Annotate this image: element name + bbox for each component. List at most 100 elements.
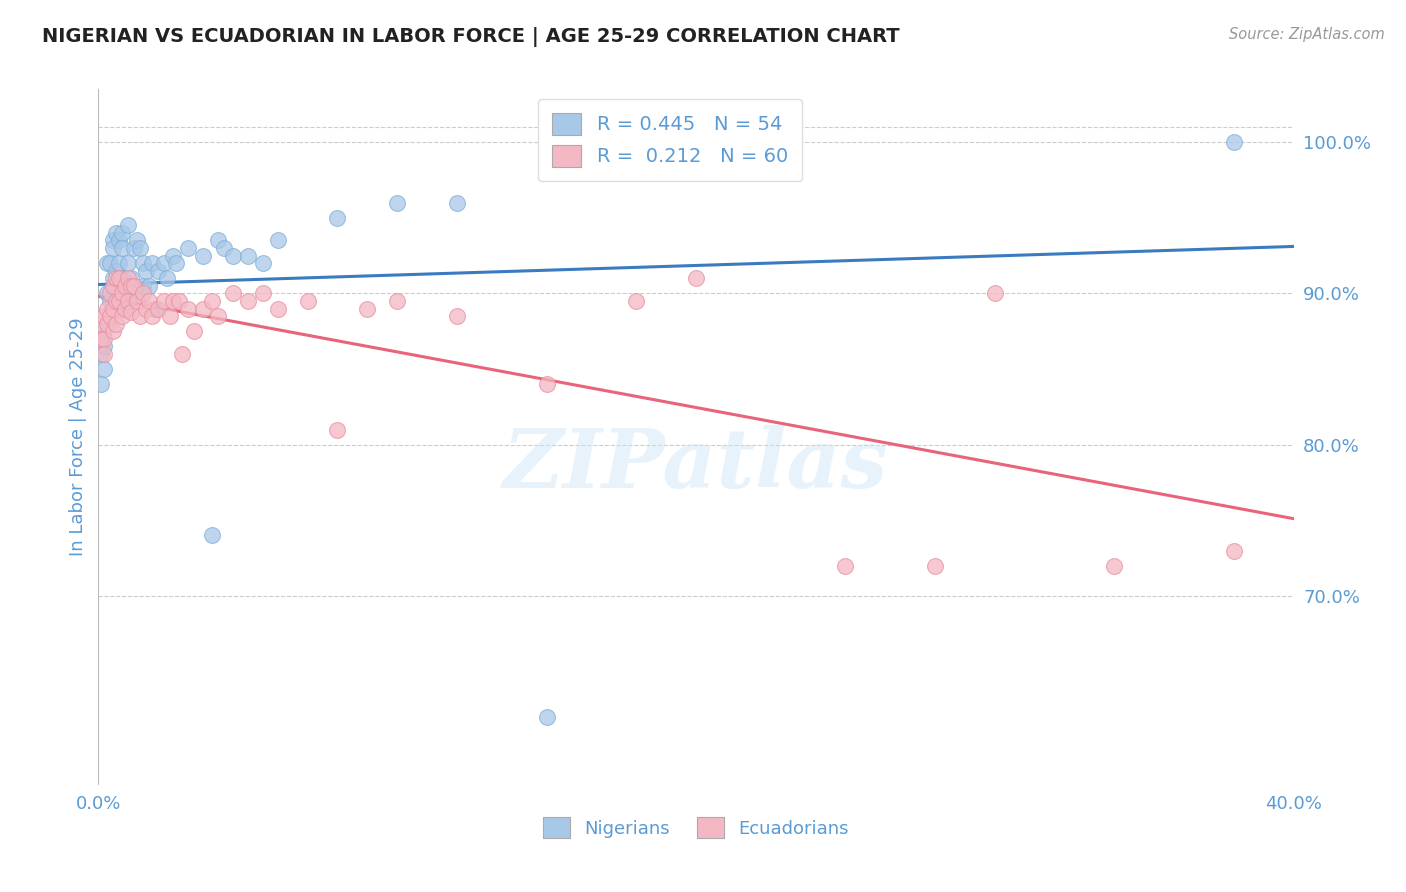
Point [156,271,179,285]
Point [236,249,259,263]
Point [111,271,134,285]
Point [172,347,194,361]
Point [124,278,146,293]
Point [148,263,170,277]
Point [207,234,229,248]
Point [90,332,112,346]
Point [98,256,122,270]
Point [132,278,155,293]
Point [96,317,118,331]
Point [114,301,136,316]
Point [103,271,125,285]
Point [114,301,136,316]
Point [236,293,259,308]
Point [626,293,648,308]
Point [93,347,115,361]
Point [201,293,224,308]
Point [207,309,229,323]
Point [141,256,163,270]
Point [148,301,170,316]
Point [191,249,214,263]
Point [267,234,290,248]
Point [685,271,707,285]
Point [96,256,118,270]
Point [536,710,558,724]
Point [138,278,160,293]
Point [222,249,245,263]
Point [103,324,125,338]
Point [132,256,155,270]
Y-axis label: In Labor Force | Age 25-29: In Labor Force | Age 25-29 [69,318,87,557]
Point [124,286,146,301]
Point [96,301,118,316]
Point [326,211,349,225]
Point [165,256,187,270]
Point [132,286,155,301]
Point [138,293,160,308]
Point [167,293,190,308]
Legend: Nigerians, Ecuadorians: Nigerians, Ecuadorians [536,810,856,846]
Point [385,293,409,308]
Point [117,271,139,285]
Point [90,377,112,392]
Point [135,263,157,277]
Point [162,293,184,308]
Point [1223,543,1246,558]
Point [105,263,128,277]
Point [159,309,181,323]
Point [117,293,139,308]
Point [93,324,115,338]
Point [98,286,122,301]
Point [297,293,319,308]
Point [212,241,235,255]
Point [108,256,131,270]
Point [111,309,134,323]
Point [1223,135,1246,149]
Point [93,309,115,323]
Point [105,226,128,240]
Point [129,241,152,255]
Point [105,293,128,308]
Point [1104,558,1126,573]
Point [111,286,134,301]
Point [356,301,378,316]
Point [124,241,146,255]
Point [103,301,125,316]
Point [153,256,176,270]
Point [108,293,131,308]
Point [120,304,142,318]
Point [117,219,139,233]
Point [984,286,1007,301]
Point [385,195,409,210]
Point [201,528,224,542]
Point [96,286,118,301]
Point [103,234,125,248]
Point [108,286,131,301]
Point [127,293,149,308]
Point [252,256,274,270]
Point [162,249,184,263]
Point [103,278,125,293]
Point [98,293,122,308]
Point [93,339,115,353]
Point [108,271,131,285]
Point [191,301,214,316]
Point [98,309,122,323]
Point [252,286,274,301]
Point [114,278,136,293]
Point [111,226,134,240]
Point [177,301,200,316]
Point [153,293,176,308]
Point [326,423,349,437]
Text: ZIPatlas: ZIPatlas [503,425,889,505]
Text: Source: ZipAtlas.com: Source: ZipAtlas.com [1229,27,1385,42]
Point [924,558,946,573]
Point [834,558,856,573]
Point [120,271,142,285]
Point [135,301,157,316]
Point [120,278,142,293]
Point [90,332,112,346]
Point [117,256,139,270]
Point [143,301,166,316]
Point [129,309,152,323]
